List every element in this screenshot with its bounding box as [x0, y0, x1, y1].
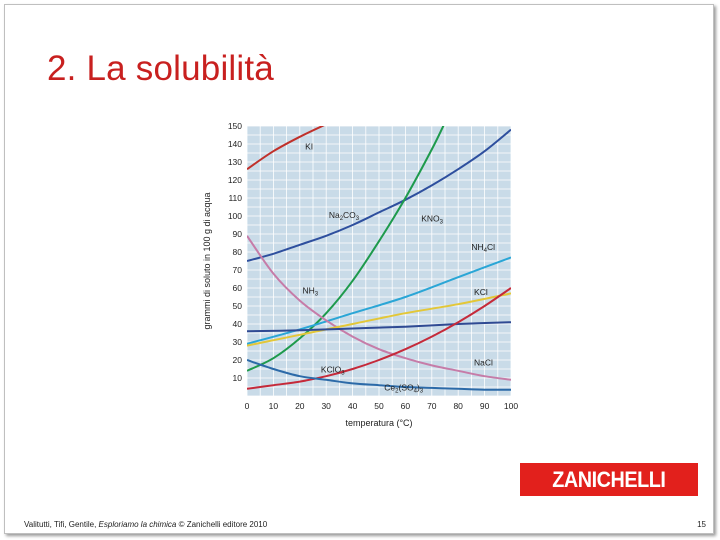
- series-line-kcl: [247, 292, 511, 347]
- series-label: KI: [305, 141, 313, 151]
- x-tick-label: 50: [374, 401, 384, 411]
- x-ticks: 0 10 20 30 40 50 60 70 80 90 100: [245, 401, 519, 411]
- x-tick-label: 40: [348, 401, 358, 411]
- series-labels: KI Na2CO3 KNO3 NH4Cl NH3 KCl NaCl KClO3 Ce2(SO4)…: [302, 141, 495, 394]
- series-group: [247, 126, 511, 391]
- y-tick-label: 20: [233, 355, 243, 365]
- x-axis-label: temperatura (°C): [345, 418, 412, 428]
- grid: [246, 125, 512, 397]
- series-label: NH4Cl: [471, 242, 495, 254]
- series-line-na2co3: [247, 128, 511, 262]
- y-tick-label: 70: [233, 265, 243, 275]
- x-tick-label: 100: [504, 401, 518, 411]
- series-line-kno3: [247, 126, 445, 372]
- series-label: Na2CO3: [329, 210, 360, 222]
- x-tick-label: 20: [295, 401, 305, 411]
- y-tick-label: 40: [233, 319, 243, 329]
- y-tick-label: 50: [233, 301, 243, 311]
- series-label: KCl: [474, 287, 488, 297]
- footer-authors: Valitutti, Tifi, Gentile,: [24, 520, 99, 529]
- y-tick-label: 90: [233, 229, 243, 239]
- x-tick-label: 80: [453, 401, 463, 411]
- footer-book: Esploriamo la chimica: [98, 520, 177, 529]
- series-line-kclo3: [247, 287, 511, 390]
- y-tick-label: 80: [233, 247, 243, 257]
- x-tick-label: 90: [480, 401, 490, 411]
- solubility-chart: KI Na2CO3 KNO3 NH4Cl NH3 KCl NaCl KClO3 Ce2(SO4)…: [202, 121, 519, 428]
- y-tick-label: 120: [228, 175, 242, 185]
- y-tick-label: 30: [233, 337, 243, 347]
- series-line-ce2so43: [247, 359, 511, 391]
- series-label: NH3: [302, 285, 318, 297]
- y-tick-label: 150: [228, 121, 242, 131]
- y-tick-label: 10: [233, 373, 243, 383]
- series-label: KNO3: [421, 213, 443, 225]
- x-tick-label: 70: [427, 401, 437, 411]
- y-tick-label: 140: [228, 139, 242, 149]
- y-axis-label: grammi di soluto in 100 g di acqua: [202, 192, 212, 329]
- x-tick-label: 0: [245, 401, 250, 411]
- footer-credit: Valitutti, Tifi, Gentile, Esploriamo la …: [24, 520, 267, 529]
- y-ticks: 10 20 30 40 50 60 70 80 90 100 110 120 130 140 150: [228, 121, 242, 383]
- series-label: KClO3: [321, 365, 345, 377]
- series-label: Ce2(SO4)3: [384, 383, 424, 395]
- y-tick-label: 100: [228, 211, 242, 221]
- series-line-nh3: [247, 235, 511, 381]
- page-number: 15: [697, 520, 706, 529]
- y-tick-label: 60: [233, 283, 243, 293]
- footer-publisher: © Zanichelli editore 2010: [176, 520, 268, 529]
- x-tick-label: 60: [401, 401, 411, 411]
- y-tick-label: 130: [228, 157, 242, 167]
- x-tick-label: 10: [269, 401, 279, 411]
- series-line-nacl: [247, 321, 511, 333]
- x-tick-label: 30: [321, 401, 331, 411]
- series-label: NaCl: [474, 357, 493, 367]
- series-line-ki: [247, 126, 325, 171]
- slide-title: 2. La solubilità: [47, 49, 274, 88]
- y-tick-label: 110: [228, 193, 242, 203]
- logo-text: ZANICHELLI: [552, 466, 666, 492]
- zanichelli-logo: ZANICHELLI: [520, 463, 698, 496]
